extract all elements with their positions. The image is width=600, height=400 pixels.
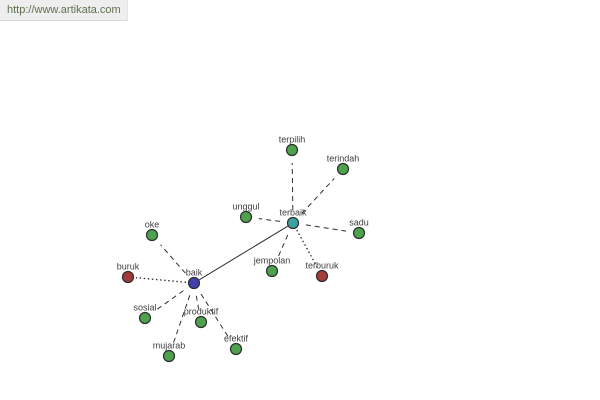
antonym-node-circle[interactable]: [315, 269, 329, 283]
graph-node-terbaik[interactable]: terbaik: [279, 208, 307, 230]
graph-node-terburuk[interactable]: terburuk: [305, 261, 339, 283]
graph-edge-baik-oke: [160, 244, 186, 274]
graph-node-label: sadu: [349, 218, 369, 228]
synonym-node-circle[interactable]: [145, 228, 159, 242]
synonym-node-circle[interactable]: [194, 315, 208, 329]
graph-node-label: sosial: [133, 303, 156, 313]
hub-node-circle[interactable]: [187, 276, 201, 290]
graph-node-produktif[interactable]: produktif: [184, 307, 219, 329]
graph-node-label: terpilih: [279, 135, 306, 145]
synonym-node-circle[interactable]: [138, 311, 152, 325]
graph-node-efektif[interactable]: efektif: [224, 334, 249, 356]
graph-node-buruk[interactable]: buruk: [117, 262, 140, 284]
graph-node-label: terbaik: [279, 208, 307, 218]
graph-node-oke[interactable]: oke: [145, 220, 160, 242]
url-bar[interactable]: http://www.artikata.com: [0, 0, 128, 21]
graph-node-unggul[interactable]: unggul: [232, 202, 260, 224]
graph-edge-terbaik-terpilih: [291, 162, 294, 211]
graph-edge-terbaik-unggul: [258, 218, 281, 222]
graph-edge-baik-produktif: [195, 295, 200, 310]
graph-node-sadu[interactable]: sadu: [349, 218, 369, 240]
antonym-node-circle[interactable]: [121, 270, 135, 284]
graph-node-label: buruk: [117, 262, 140, 272]
graph-node-terindah[interactable]: terindah: [327, 154, 360, 176]
synonym-node-circle[interactable]: [285, 143, 299, 157]
graph-edge-terbaik-terindah: [301, 178, 335, 214]
graph-edge-baik-terbaik: [198, 225, 289, 281]
hub-node-circle[interactable]: [286, 216, 300, 230]
synonym-node-circle[interactable]: [352, 226, 366, 240]
synonym-node-circle[interactable]: [265, 264, 279, 278]
graph-node-label: efektif: [224, 334, 249, 344]
graph-edge-terbaik-sadu: [305, 224, 347, 232]
graph-node-mujarab[interactable]: mujarab: [153, 341, 186, 363]
graph-edge-baik-mujarab: [172, 295, 191, 344]
graph-edge-baik-sosial: [155, 290, 184, 311]
graph-node-label: jempolan: [253, 256, 291, 266]
graph-node-label: oke: [145, 220, 160, 230]
graph-node-label: terindah: [327, 154, 360, 164]
synonym-node-circle[interactable]: [229, 342, 243, 356]
graph-node-label: mujarab: [153, 341, 186, 351]
graph-node-label: produktif: [184, 307, 219, 317]
graph-edge-terbaik-terburuk: [296, 229, 319, 270]
graph-node-baik[interactable]: baik: [186, 268, 203, 290]
graph-node-label: baik: [186, 268, 203, 278]
graph-node-jempolan[interactable]: jempolan: [253, 256, 291, 278]
graph-node-terpilih[interactable]: terpilih: [279, 135, 306, 157]
synonym-node-circle[interactable]: [162, 349, 176, 363]
graph-node-label: unggul: [232, 202, 259, 212]
graph-node-sosial[interactable]: sosial: [133, 303, 157, 325]
synonym-node-circle[interactable]: [239, 210, 253, 224]
graph-node-label: terburuk: [305, 261, 339, 271]
url-text: http://www.artikata.com: [7, 4, 121, 16]
graph-edge-terbaik-jempolan: [276, 234, 289, 260]
graph-edge-baik-buruk: [135, 277, 187, 283]
synonym-node-circle[interactable]: [336, 162, 350, 176]
